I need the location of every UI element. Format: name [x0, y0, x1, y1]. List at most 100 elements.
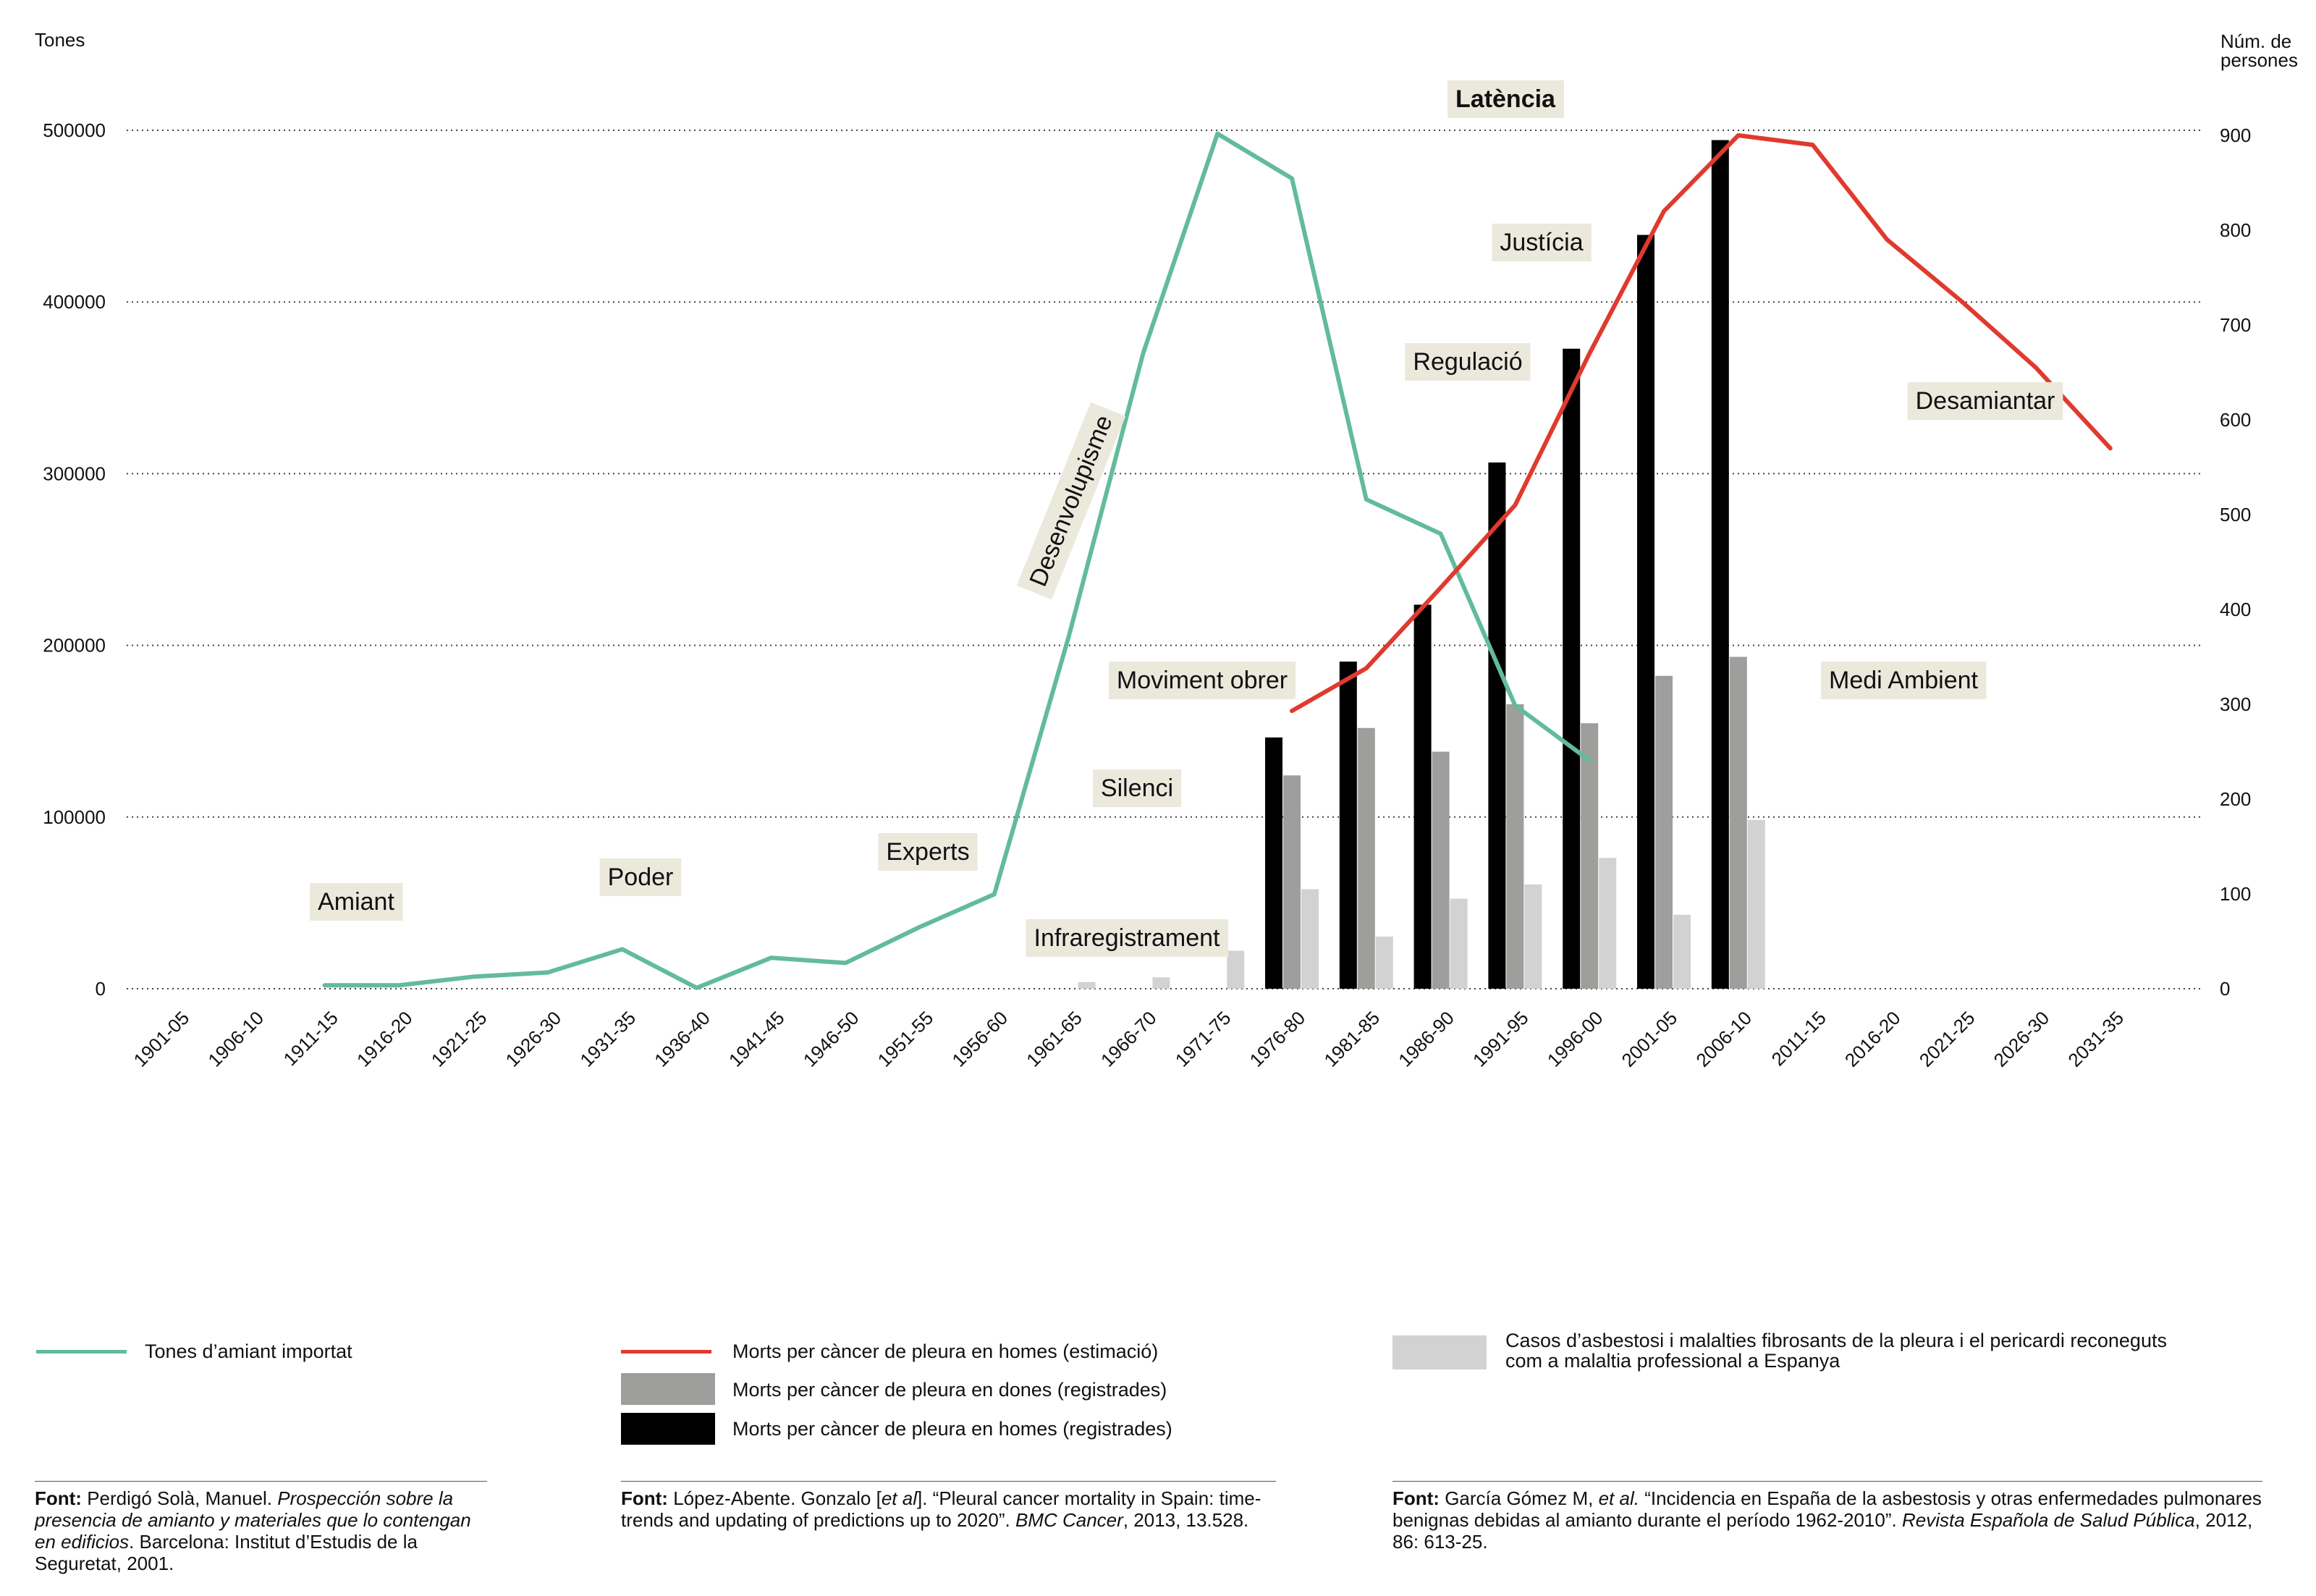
x-tick-label: 1926-30 [502, 1007, 566, 1071]
bar [1078, 981, 1096, 989]
x-tick-label: 1931-35 [575, 1007, 640, 1071]
x-tick-label: 1991-95 [1468, 1007, 1533, 1071]
source-3-etal: et al. [1598, 1487, 1639, 1509]
x-tick-label: 1966-70 [1096, 1007, 1161, 1071]
left-axis: 0 100000 200000 300000 400000 500000 [43, 119, 106, 1000]
phase-label: Moviment obrer [1108, 662, 1296, 699]
x-axis: 1901-05 1906-10 1911-15 1916-20 1921-25 1926-… [130, 1007, 2128, 1071]
right-tick-label: 200 [2220, 788, 2251, 810]
source-3-author: García Gómez M, [1445, 1487, 1594, 1509]
source-2: Font: López-Abente. Gonzalo [et al]. “Pl… [621, 1481, 1276, 1531]
bar [1506, 704, 1524, 989]
bar [1339, 662, 1357, 989]
legend-label-cases-line-2: com a malaltia professional a Espanya [1505, 1350, 1840, 1372]
source-1-title: Prospección sobre la presencia de amiant… [35, 1487, 471, 1553]
phase-label-bg [1026, 919, 1229, 957]
right-tick-label: 300 [2220, 693, 2251, 715]
phase-label: Regulació [1405, 343, 1531, 381]
source-2-title: ]. “Pleural cancer mortality in Spain: t… [621, 1487, 1261, 1531]
right-axis: 0 100 200 300 400 500 600 700 800 900 [2220, 124, 2251, 1000]
source-1: Font: Perdigó Solà, Manuel. Prospección … [35, 1481, 487, 1574]
phase-label-bg [1821, 662, 1987, 699]
x-tick-label: 1901-05 [130, 1007, 194, 1071]
phase-label-bg [1448, 80, 1565, 118]
bar [1432, 751, 1450, 989]
series-lines [322, 131, 2113, 990]
legend-label-est: Morts per càncer de pleura en homes (est… [732, 1340, 1159, 1362]
right-tick-label: 400 [2220, 599, 2251, 620]
source-2-issue: , 2013, 13.528. [1123, 1509, 1249, 1531]
phase-label: Amiant [310, 883, 403, 921]
left-tick-label: 200000 [43, 635, 106, 656]
phase-label-text: Desamiantar [1916, 387, 2055, 415]
x-tick-label: 1936-40 [650, 1007, 714, 1071]
series-line [1290, 133, 2113, 714]
source-2-author: López-Abente. Gonzalo [ [673, 1487, 882, 1509]
x-tick-label: 2016-20 [1840, 1007, 1905, 1071]
legend-label-women: Morts per càncer de pleura en dones (reg… [732, 1379, 1167, 1401]
phase-label-text: Experts [886, 838, 969, 866]
left-tick-label: 100000 [43, 806, 106, 828]
left-tick-label: 300000 [43, 463, 106, 484]
phase-labels: Amiant Poder Experts Infraregistrament Silen… [310, 80, 2063, 957]
phase-label-text: Infraregistrament [1034, 924, 1221, 952]
right-tick-label: 500 [2220, 504, 2251, 525]
x-tick-label: 2031-35 [2063, 1007, 2128, 1071]
bar [1413, 604, 1432, 989]
legend-swatch-cases [1392, 1335, 1487, 1369]
x-tick-label: 1946-50 [799, 1007, 863, 1071]
phase-label-text: Medi Ambient [1829, 667, 1979, 694]
x-tick-label: 2001-05 [1618, 1007, 1682, 1071]
left-tick-label: 400000 [43, 291, 106, 313]
source-2-label: Font: [621, 1487, 668, 1509]
legend-label-tones: Tones d’amiant importat [145, 1340, 352, 1362]
phase-label-bg [1405, 343, 1531, 381]
x-tick-label: 1921-25 [427, 1007, 491, 1071]
source-3-issue: , 2012, 86: 613-25. [1392, 1509, 2253, 1553]
legend-swatch-tones [36, 1350, 127, 1354]
x-tick-label: 2006-10 [1691, 1007, 1756, 1071]
source-3-journal: Revista Española de Salud Pública [1901, 1509, 2195, 1531]
legend-swatch-women [621, 1373, 715, 1405]
phase-label-bg [599, 858, 682, 896]
phase-label-text: Moviment obrer [1117, 667, 1288, 694]
phase-label-bg [1108, 662, 1296, 699]
bar [1711, 140, 1729, 989]
phase-label: Justícia [1492, 224, 1592, 261]
left-tick-label: 0 [96, 978, 106, 1000]
source-1-label: Font: [35, 1487, 82, 1509]
bar [1301, 889, 1319, 989]
x-tick-label: 1961-65 [1022, 1007, 1086, 1071]
phase-label: Desamiantar [1907, 382, 2063, 420]
phase-label: Infraregistrament [1026, 919, 1229, 957]
bar [1563, 348, 1581, 989]
phase-label-text: Justícia [1500, 229, 1583, 256]
bar [1227, 950, 1245, 989]
source-3-label: Font: [1392, 1487, 1440, 1509]
bar [1265, 737, 1282, 989]
x-tick-label: 1981-85 [1319, 1007, 1384, 1071]
bar [1673, 914, 1691, 989]
x-tick-label: 2026-30 [1990, 1007, 2054, 1071]
right-tick-label: 900 [2220, 124, 2251, 146]
bar [1747, 819, 1765, 989]
phase-label-text: Regulació [1413, 348, 1522, 376]
source-1-author: Perdigó Solà, Manuel. [87, 1487, 273, 1509]
bar [1283, 775, 1301, 989]
x-tick-label: 2011-15 [1767, 1007, 1830, 1070]
bar [1375, 936, 1393, 989]
right-tick-label: 800 [2220, 219, 2251, 241]
gridlines [127, 130, 2200, 989]
chart: 0 100000 200000 300000 400000 500000 0 100 200 3… [35, 29, 2298, 1071]
phase-label-text: Silenci [1101, 774, 1173, 802]
x-tick-label: 1956-60 [947, 1007, 1012, 1071]
phase-label-text: Poder [608, 864, 674, 891]
source-1-publisher: . Barcelona: Institut d’Estudis de la Se… [35, 1531, 418, 1574]
legend-label-cases: Casos d’asbestosi i malalties fibrosants… [1505, 1330, 2167, 1371]
phase-label: Latència [1448, 80, 1565, 118]
source-2-journal: BMC Cancer [1015, 1509, 1123, 1531]
bars [1078, 140, 1765, 989]
bar [1581, 723, 1599, 989]
left-axis-title: Tones [35, 29, 85, 51]
x-tick-label: 2021-25 [1915, 1007, 1979, 1071]
